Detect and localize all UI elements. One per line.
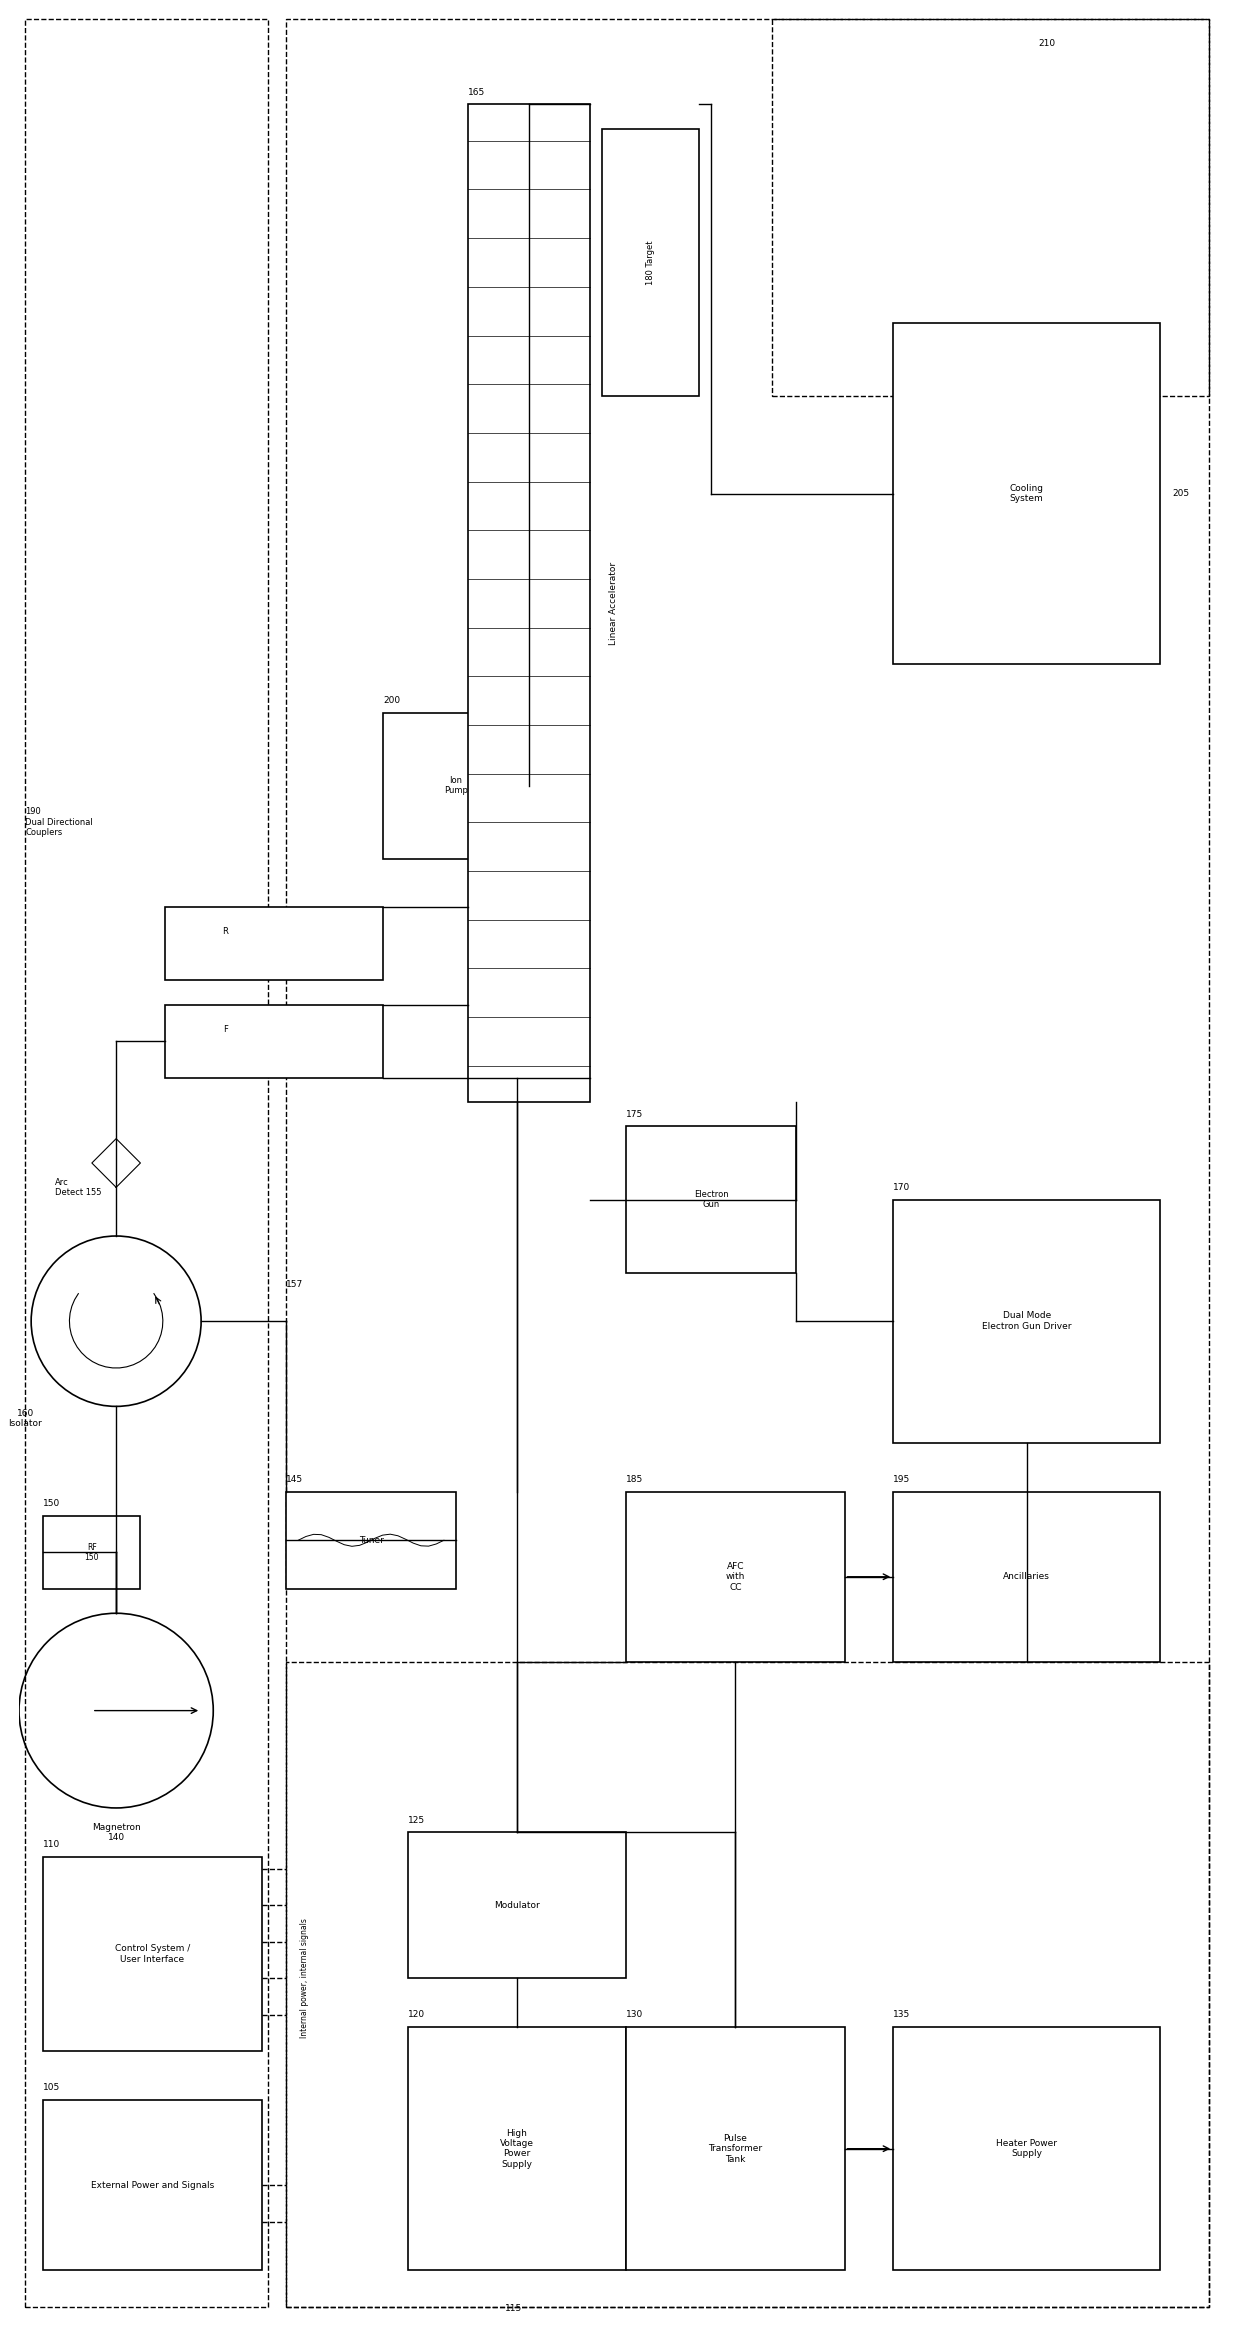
- Text: 195: 195: [893, 1475, 910, 1484]
- Bar: [626, 2026, 844, 2270]
- Text: 185: 185: [626, 1475, 644, 1484]
- Text: Ion
Pump: Ion Pump: [444, 777, 467, 795]
- Text: 190
Dual Directional
Couplers: 190 Dual Directional Couplers: [25, 807, 93, 837]
- Text: 135: 135: [893, 2010, 910, 2019]
- Bar: [43, 1517, 140, 1589]
- Text: External Power and Signals: External Power and Signals: [91, 2182, 215, 2189]
- Text: 200: 200: [383, 695, 401, 705]
- Text: Control System /
User Interface: Control System / User Interface: [115, 1945, 190, 1963]
- Bar: [383, 712, 529, 858]
- Bar: [626, 1126, 796, 1272]
- Text: F: F: [223, 1026, 228, 1033]
- Bar: [469, 105, 589, 1103]
- Bar: [165, 907, 383, 982]
- Text: Heater Power
Supply: Heater Power Supply: [996, 2140, 1058, 2159]
- Bar: [601, 128, 699, 395]
- Bar: [286, 19, 1209, 2307]
- Bar: [286, 1491, 456, 1589]
- Text: 175: 175: [626, 1110, 644, 1119]
- Bar: [408, 2026, 626, 2270]
- Text: Magnetron
140: Magnetron 140: [92, 1824, 140, 1842]
- Text: Cooling
System: Cooling System: [1009, 484, 1044, 502]
- Text: Ancillaries: Ancillaries: [1003, 1572, 1050, 1582]
- Bar: [893, 323, 1161, 663]
- Text: AFC
with
CC: AFC with CC: [725, 1561, 745, 1591]
- Text: Dual Mode
Electron Gun Driver: Dual Mode Electron Gun Driver: [982, 1312, 1071, 1330]
- Text: 157: 157: [286, 1279, 304, 1289]
- Bar: [893, 1200, 1161, 1442]
- Bar: [893, 1491, 1161, 1663]
- Text: 150: 150: [43, 1500, 61, 1507]
- Text: Internal power, internal signals: Internal power, internal signals: [300, 1919, 309, 2038]
- Text: 205: 205: [1172, 488, 1189, 498]
- Text: 110: 110: [43, 1840, 61, 1849]
- Text: Linear Accelerator: Linear Accelerator: [609, 561, 619, 644]
- Text: Modulator: Modulator: [494, 1900, 539, 1910]
- Text: 120: 120: [408, 2010, 424, 2019]
- Text: 115: 115: [505, 2305, 522, 2312]
- Text: 130: 130: [626, 2010, 644, 2019]
- Text: Arc
Detect 155: Arc Detect 155: [56, 1177, 102, 1198]
- Text: 170: 170: [893, 1184, 910, 1191]
- Text: 165: 165: [469, 88, 485, 98]
- Bar: [408, 1833, 626, 1979]
- Bar: [165, 1005, 383, 1077]
- Bar: [893, 2026, 1161, 2270]
- Text: High
Voltage
Power
Supply: High Voltage Power Supply: [500, 2128, 533, 2168]
- Text: 160
Isolator: 160 Isolator: [9, 1410, 42, 1428]
- Text: 145: 145: [286, 1475, 304, 1484]
- Text: 210: 210: [1039, 40, 1056, 49]
- Text: 125: 125: [408, 1817, 424, 1824]
- Text: R: R: [222, 928, 228, 937]
- Text: Tuner: Tuner: [358, 1535, 383, 1544]
- Text: Pulse
Transformer
Tank: Pulse Transformer Tank: [708, 2133, 763, 2163]
- Bar: [25, 19, 268, 2307]
- Text: 180 Target: 180 Target: [646, 240, 655, 284]
- Bar: [771, 19, 1209, 395]
- Text: 105: 105: [43, 2084, 61, 2093]
- Bar: [286, 1663, 1209, 2307]
- Bar: [43, 1856, 262, 2052]
- Text: RF
150: RF 150: [84, 1542, 99, 1563]
- Text: Electron
Gun: Electron Gun: [693, 1191, 728, 1210]
- Bar: [43, 2100, 262, 2270]
- Bar: [626, 1491, 844, 1663]
